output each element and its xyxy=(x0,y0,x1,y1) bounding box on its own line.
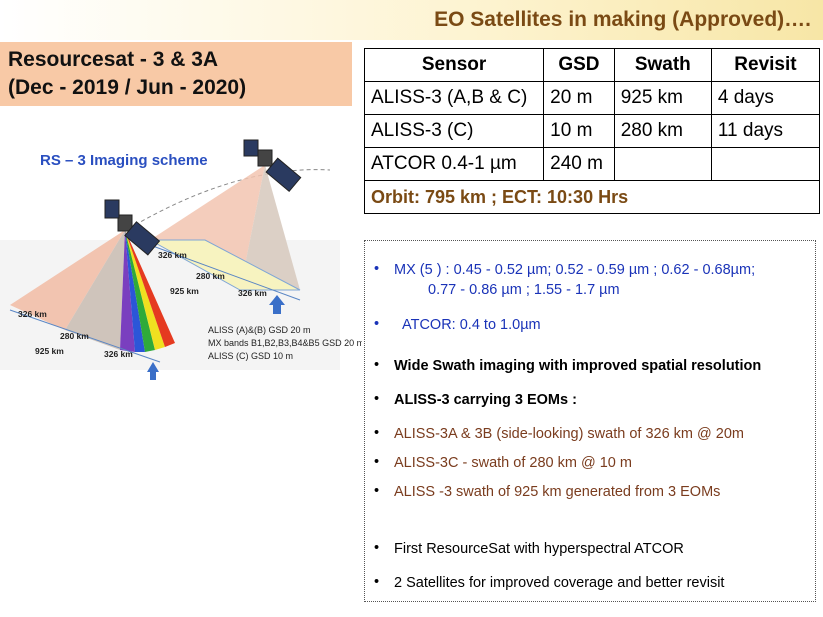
bullet-text: ALISS -3 swath of 925 km generated from … xyxy=(394,484,721,500)
bullet-text: ATCOR: 0.4 to 1.0µm xyxy=(402,317,541,333)
imaging-diagram: RS – 3 Imaging scheme 326 km 280 km 925 km 3… xyxy=(0,139,362,380)
table-cell: ATCOR 0.4-1 µm xyxy=(363,147,545,181)
dimension-line xyxy=(9,309,161,363)
dimension-label: 326 km xyxy=(104,349,133,359)
bullet-box xyxy=(364,240,816,602)
bullet-text: 0.77 - 0.86 µm ; 1.55 - 1.7 µm xyxy=(428,282,620,298)
diagram-note: ALISS (A)&(B) GSD 20 m xyxy=(208,325,311,335)
mission-box xyxy=(0,42,352,106)
bullet-marker: • xyxy=(374,540,380,556)
table-row: ATCOR 0.4-1 µm 240 m xyxy=(363,147,821,181)
table-cell: 925 km xyxy=(613,81,712,115)
bullet-text: ALISS-3C - swath of 280 km @ 10 m xyxy=(394,455,632,471)
diagram-note: MX bands B1,B2,B3,B4&B5 GSD 20 m xyxy=(208,338,362,348)
arrow xyxy=(147,362,159,380)
bullet-marker: • xyxy=(374,357,380,373)
table-row: ALISS-3 (C) 10 m 280 km 11 days xyxy=(363,114,821,148)
orbit-info: Orbit: 795 km ; ECT: 10:30 Hrs xyxy=(364,180,820,214)
dimension-line xyxy=(149,244,301,301)
satellite xyxy=(104,139,302,256)
header-row: Sensor GSD Swath Revisit xyxy=(363,48,821,82)
bullet-marker: • xyxy=(374,454,380,470)
table-cell: 11 days xyxy=(710,114,821,148)
slide-title: EO Satellites in making (Approved)…. xyxy=(434,8,811,31)
header-cell: Sensor xyxy=(363,48,545,82)
diagram-note: ALISS (C) GSD 10 m xyxy=(208,351,293,361)
header-cell: Revisit xyxy=(710,48,821,82)
swath xyxy=(10,230,125,330)
footer-row: Orbit: 795 km ; ECT: 10:30 Hrs xyxy=(364,180,820,214)
bullet-marker: • xyxy=(374,574,380,590)
table-cell: ALISS-3 (A,B & C) xyxy=(363,81,545,115)
bullet-text: 2 Satellites for improved coverage and b… xyxy=(394,575,725,591)
ground-swath xyxy=(148,239,301,291)
spectrum xyxy=(125,230,165,350)
header-cell: Swath xyxy=(613,48,712,82)
dimension-label: 326 km xyxy=(158,250,187,260)
dimension-label: 925 km xyxy=(170,286,199,296)
bullet-text: Wide Swath imaging with improved spatial… xyxy=(394,358,762,374)
bullet-text: MX (5 ) : 0.45 - 0.52 µm; 0.52 - 0.59 µm… xyxy=(394,262,756,278)
swath xyxy=(240,165,300,290)
table-cell: 20 m xyxy=(543,81,615,115)
arrow xyxy=(269,295,285,314)
orbit xyxy=(134,169,331,226)
bullet-marker: • xyxy=(374,261,380,277)
dimension-label: 925 km xyxy=(35,346,64,356)
table-cell: 10 m xyxy=(543,114,615,148)
table-cell xyxy=(613,147,712,181)
title-bar xyxy=(0,0,823,40)
table-cell: 240 m xyxy=(543,147,615,181)
diagram-title: RS – 3 Imaging scheme xyxy=(40,152,208,169)
bullet-text: ALISS-3A & 3B (side-looking) swath of 32… xyxy=(394,426,744,442)
table-cell xyxy=(710,147,821,181)
spec-table: Sensor GSD Swath Revisit ALISS-3 (A,B & C) 20… xyxy=(363,48,821,214)
dimension-label: 280 km xyxy=(196,271,225,281)
bullet-marker: • xyxy=(374,316,380,332)
swath xyxy=(65,230,125,350)
bullet-marker: • xyxy=(374,483,380,499)
table-cell: ALISS-3 (C) xyxy=(363,114,545,148)
dimension-label: 326 km xyxy=(238,288,267,298)
table-row: ALISS-3 (A,B & C) 20 m 925 km 4 days xyxy=(363,81,821,115)
header-cell: GSD xyxy=(543,48,615,82)
spectrum xyxy=(120,230,135,352)
bullet-text: ALISS-3 carrying 3 EOMs : xyxy=(394,392,577,408)
dimension-label: 326 km xyxy=(18,309,47,319)
bullet-marker: • xyxy=(374,425,380,441)
mission-name: Resourcesat - 3 & 3A xyxy=(8,48,219,71)
table-cell: 280 km xyxy=(613,114,712,148)
spectrum xyxy=(125,230,155,352)
table-cell: 4 days xyxy=(710,81,821,115)
spectrum xyxy=(125,230,175,347)
bullet-marker: • xyxy=(374,391,380,407)
mission-dates: (Dec - 2019 / Jun - 2020) xyxy=(8,76,247,99)
bullet-text: First ResourceSat with hyperspectral ATC… xyxy=(394,541,684,557)
dimension-label: 280 km xyxy=(60,331,89,341)
